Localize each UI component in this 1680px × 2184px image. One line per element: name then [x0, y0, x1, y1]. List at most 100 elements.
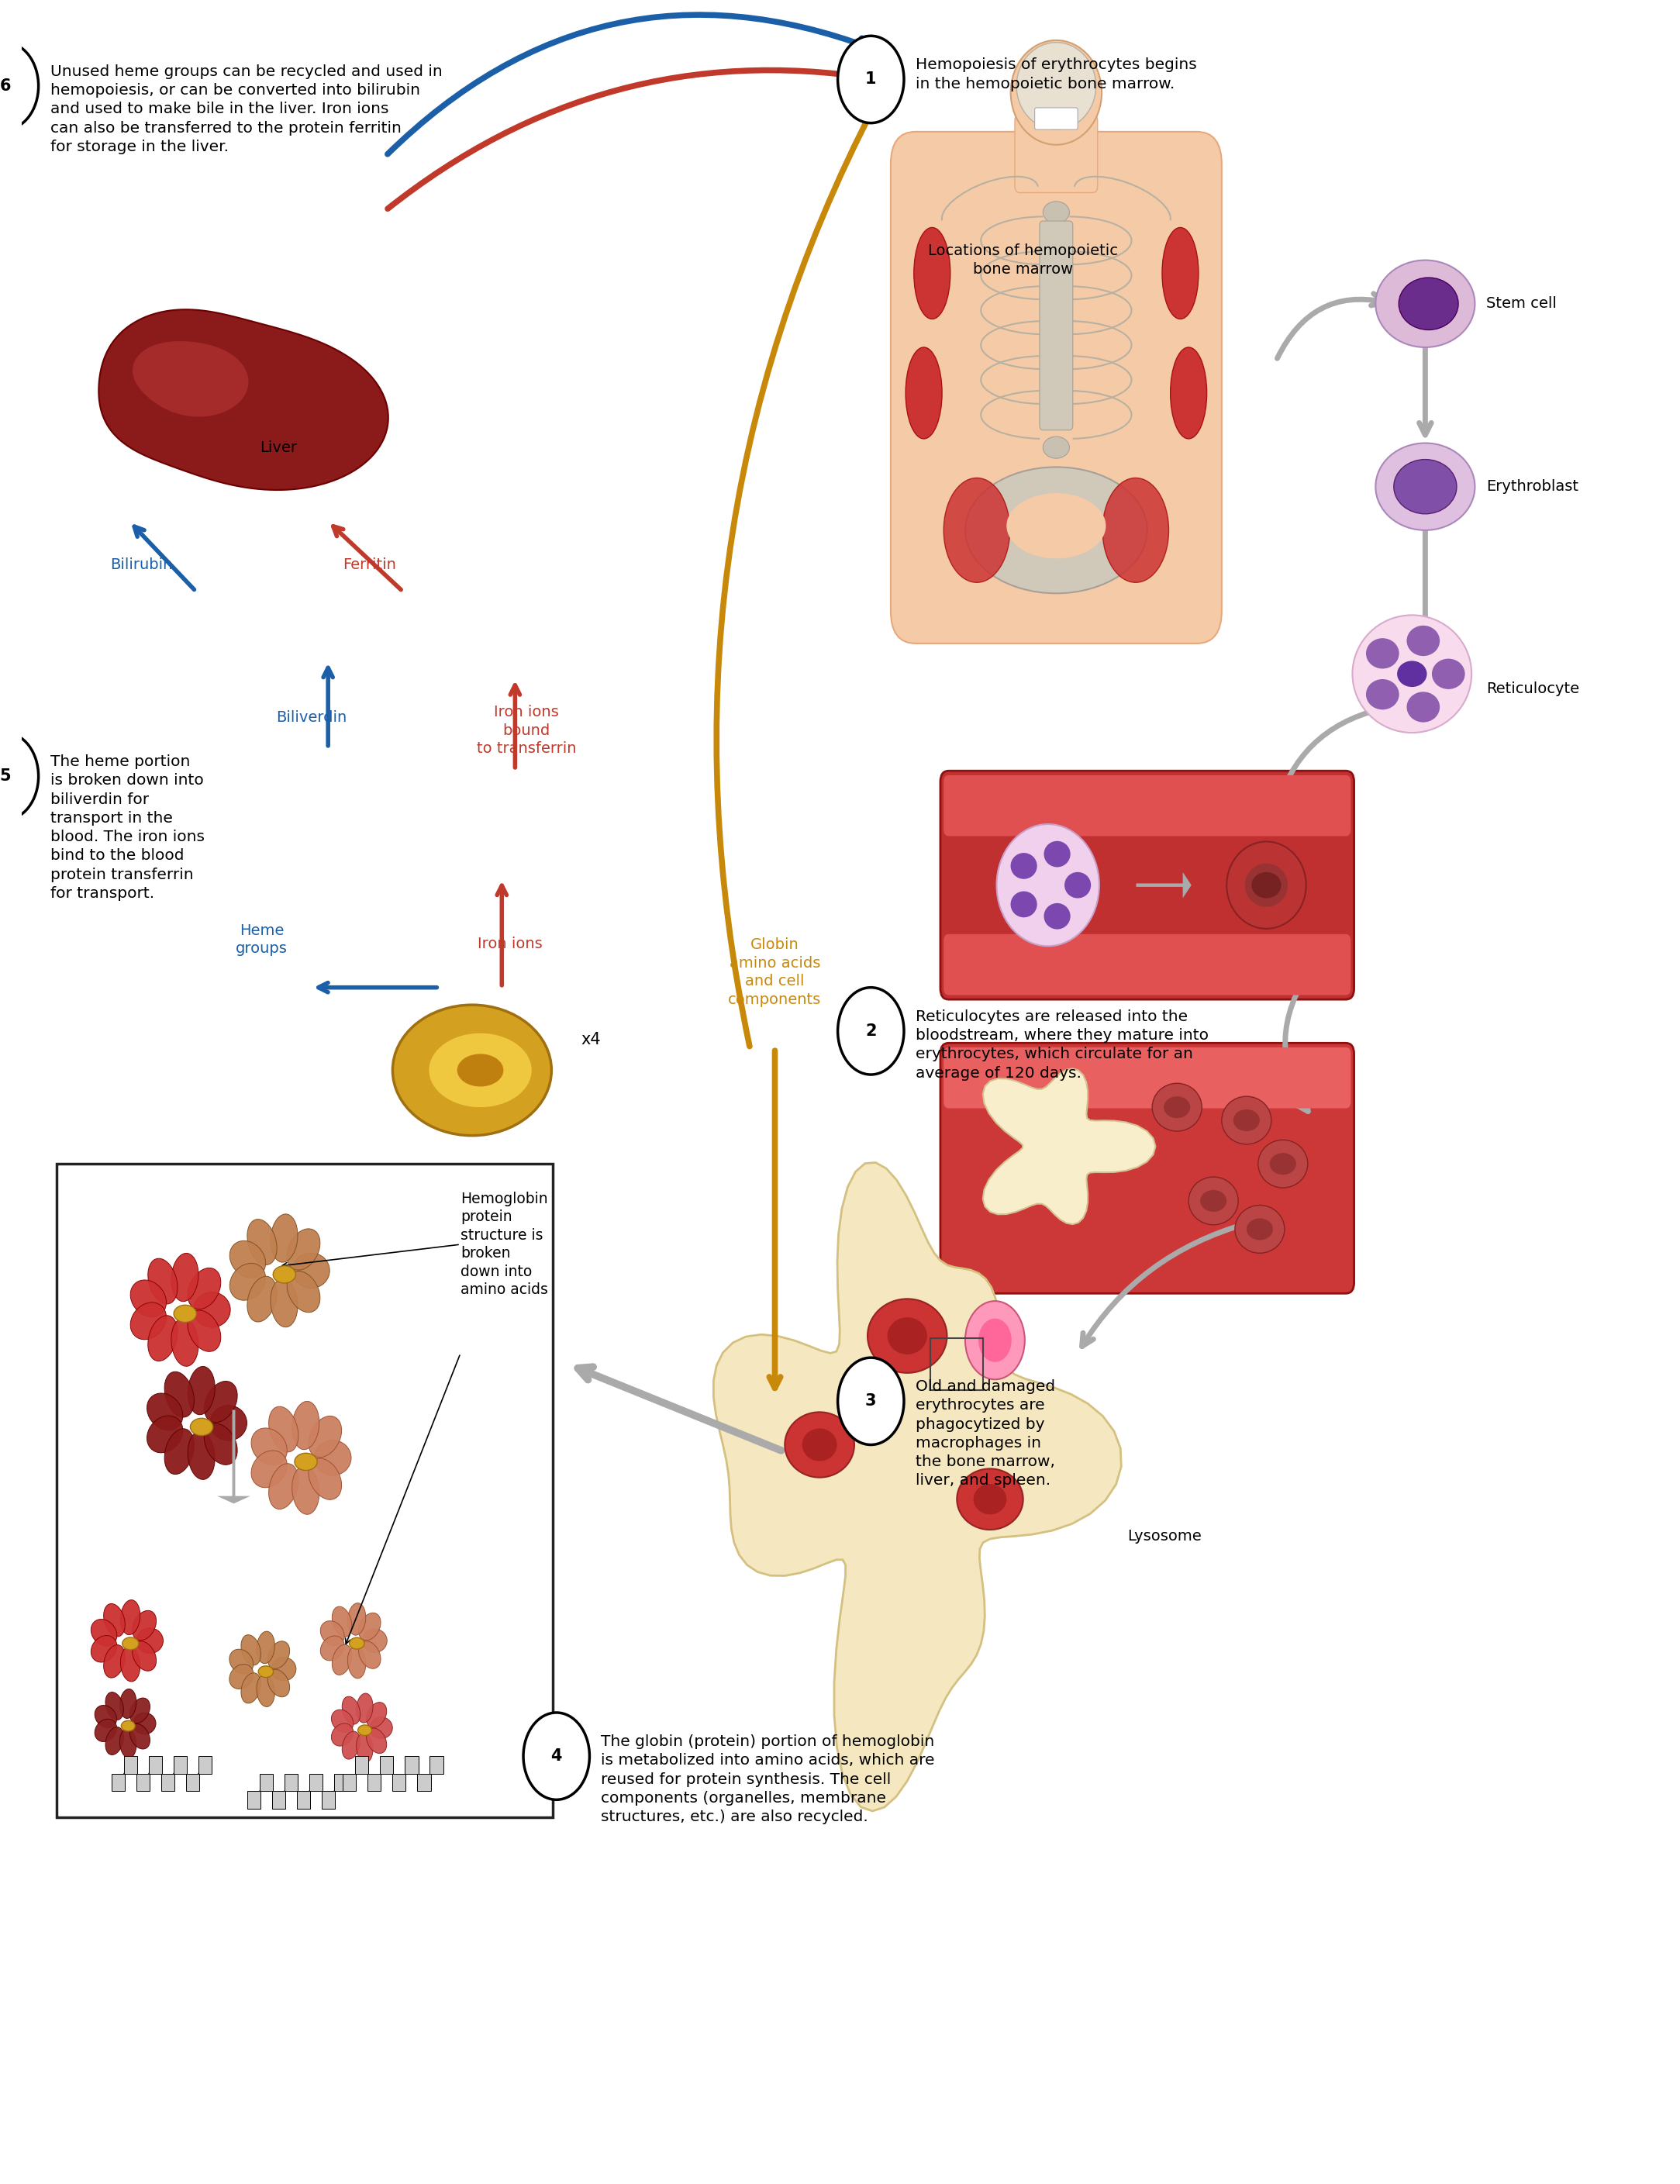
- Circle shape: [966, 1302, 1025, 1380]
- Ellipse shape: [257, 1631, 276, 1664]
- Ellipse shape: [1006, 494, 1105, 559]
- Ellipse shape: [188, 1367, 215, 1415]
- Ellipse shape: [287, 1230, 321, 1271]
- Text: Locations of hemopoietic
bone marrow: Locations of hemopoietic bone marrow: [927, 245, 1119, 277]
- Ellipse shape: [333, 1645, 351, 1675]
- Text: Hemopoiesis of erythrocytes begins
in the hemopoietic bone marrow.: Hemopoiesis of erythrocytes begins in th…: [916, 57, 1196, 92]
- Ellipse shape: [1258, 1140, 1307, 1188]
- Ellipse shape: [121, 1647, 139, 1682]
- Ellipse shape: [1043, 201, 1070, 223]
- FancyBboxPatch shape: [944, 935, 1351, 996]
- Ellipse shape: [148, 1315, 178, 1361]
- Ellipse shape: [267, 1669, 289, 1697]
- Ellipse shape: [973, 1483, 1006, 1514]
- Ellipse shape: [91, 1618, 118, 1647]
- Ellipse shape: [1102, 478, 1169, 583]
- Ellipse shape: [121, 1601, 139, 1636]
- Ellipse shape: [1065, 871, 1090, 898]
- FancyBboxPatch shape: [356, 1756, 368, 1773]
- Ellipse shape: [348, 1603, 366, 1636]
- Ellipse shape: [188, 1431, 215, 1479]
- Ellipse shape: [1043, 319, 1070, 341]
- Ellipse shape: [1431, 660, 1465, 690]
- FancyBboxPatch shape: [944, 775, 1351, 836]
- FancyBboxPatch shape: [124, 1756, 138, 1773]
- Circle shape: [978, 1319, 1011, 1363]
- Ellipse shape: [133, 1610, 156, 1640]
- Ellipse shape: [292, 1254, 329, 1289]
- FancyBboxPatch shape: [941, 771, 1354, 1000]
- Text: Iron ions
bound
to transferrin: Iron ions bound to transferrin: [477, 705, 576, 756]
- Ellipse shape: [119, 1688, 136, 1719]
- Ellipse shape: [131, 1302, 166, 1339]
- Text: Heme
groups: Heme groups: [235, 924, 287, 957]
- Ellipse shape: [1152, 1083, 1201, 1131]
- Text: Erythroblast: Erythroblast: [1487, 478, 1579, 494]
- Text: Liver: Liver: [260, 441, 297, 454]
- Ellipse shape: [129, 1697, 150, 1723]
- FancyBboxPatch shape: [1015, 114, 1097, 192]
- Ellipse shape: [106, 1693, 124, 1721]
- Ellipse shape: [205, 1424, 237, 1465]
- Text: Ferritin: Ferritin: [343, 557, 396, 572]
- Ellipse shape: [240, 1636, 260, 1664]
- Circle shape: [838, 35, 904, 122]
- Ellipse shape: [1043, 841, 1070, 867]
- Ellipse shape: [91, 1636, 118, 1662]
- Ellipse shape: [230, 1241, 265, 1278]
- Text: 1: 1: [865, 72, 877, 87]
- Ellipse shape: [944, 478, 1010, 583]
- Ellipse shape: [428, 1033, 531, 1107]
- Ellipse shape: [131, 1280, 166, 1317]
- Ellipse shape: [1270, 1153, 1297, 1175]
- FancyBboxPatch shape: [334, 1773, 348, 1791]
- Ellipse shape: [1171, 347, 1206, 439]
- Ellipse shape: [358, 1612, 381, 1640]
- Ellipse shape: [121, 1721, 134, 1732]
- Ellipse shape: [349, 1638, 365, 1649]
- Text: x4: x4: [581, 1033, 601, 1048]
- Ellipse shape: [370, 1717, 393, 1738]
- Text: Old and damaged
erythrocytes are
phagocytized by
macrophages in
the bone marrow,: Old and damaged erythrocytes are phagocy…: [916, 1380, 1055, 1487]
- Ellipse shape: [331, 1710, 353, 1732]
- Ellipse shape: [348, 1647, 366, 1679]
- Ellipse shape: [1043, 904, 1070, 928]
- FancyBboxPatch shape: [380, 1756, 393, 1773]
- Circle shape: [838, 1358, 904, 1446]
- Ellipse shape: [133, 1712, 156, 1734]
- Ellipse shape: [393, 1005, 551, 1136]
- Ellipse shape: [292, 1465, 319, 1514]
- Ellipse shape: [343, 1732, 360, 1758]
- FancyBboxPatch shape: [430, 1756, 444, 1773]
- Text: Reticulocyte: Reticulocyte: [1487, 681, 1579, 697]
- FancyBboxPatch shape: [309, 1773, 323, 1791]
- Ellipse shape: [129, 1723, 150, 1749]
- Ellipse shape: [294, 1452, 318, 1470]
- FancyBboxPatch shape: [343, 1773, 356, 1791]
- Ellipse shape: [321, 1636, 344, 1660]
- Text: Hemoglobin
protein
structure is
broken
down into
amino acids: Hemoglobin protein structure is broken d…: [460, 1192, 548, 1297]
- Ellipse shape: [148, 1258, 178, 1304]
- FancyBboxPatch shape: [284, 1773, 297, 1791]
- Ellipse shape: [146, 1415, 183, 1452]
- Ellipse shape: [292, 1402, 319, 1450]
- Circle shape: [0, 732, 39, 819]
- Ellipse shape: [1011, 854, 1037, 878]
- Ellipse shape: [269, 1463, 299, 1509]
- FancyBboxPatch shape: [247, 1791, 260, 1808]
- FancyBboxPatch shape: [1040, 221, 1074, 430]
- Ellipse shape: [1226, 841, 1305, 928]
- FancyBboxPatch shape: [111, 1773, 124, 1791]
- Ellipse shape: [188, 1269, 220, 1308]
- Ellipse shape: [1235, 1206, 1285, 1254]
- Text: Biliverdin: Biliverdin: [276, 710, 346, 725]
- Ellipse shape: [356, 1693, 373, 1723]
- Text: 2: 2: [865, 1024, 877, 1040]
- Ellipse shape: [966, 467, 1147, 594]
- Ellipse shape: [94, 1706, 116, 1728]
- Ellipse shape: [1245, 863, 1289, 906]
- FancyBboxPatch shape: [393, 1773, 407, 1791]
- Ellipse shape: [887, 1317, 927, 1354]
- Ellipse shape: [914, 227, 951, 319]
- Ellipse shape: [1043, 555, 1070, 577]
